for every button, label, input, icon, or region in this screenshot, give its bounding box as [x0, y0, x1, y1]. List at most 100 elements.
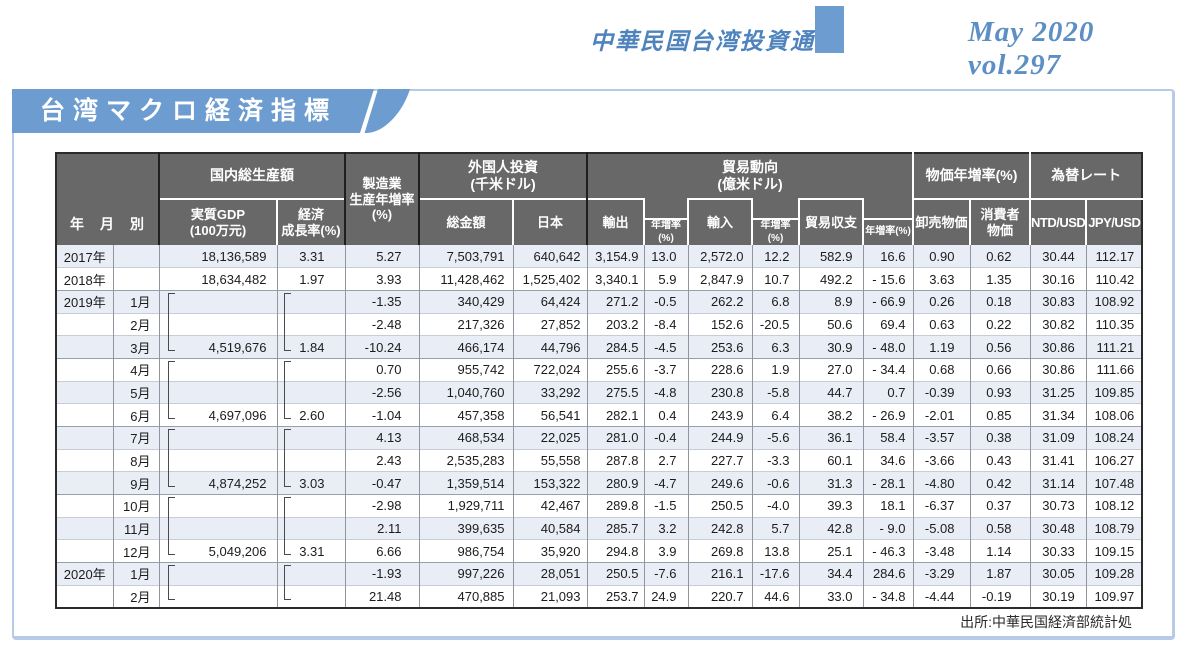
- table-row: 11月 2.11 399,635 40,584 285.7 3.2 242.8 5.7 42.8…: [56, 516, 1143, 540]
- cell-mfg: 2.11: [344, 516, 419, 540]
- cell-gdp: 4,697,096: [158, 361, 277, 427]
- cell-export: 281.0: [586, 426, 644, 450]
- cell-ntd: 30.86: [1029, 357, 1087, 382]
- cell-gdp: [158, 426, 277, 450]
- table-row: 12月 5,049,206 3.31 6.66 986,754 35,920 294.8 3.…: [56, 497, 1143, 563]
- header-export: 輸出: [586, 198, 644, 245]
- cell-wholesale: -3.29: [912, 562, 970, 586]
- cell-import_yoy: -0.6: [751, 471, 799, 495]
- cell-japan: 44,796: [512, 335, 587, 359]
- table-row: 2月 -2.48 217,326 27,852 203.2 -8.4 152.6 -20.5 5…: [56, 312, 1143, 336]
- cell-total: 340,429: [418, 289, 513, 314]
- cell-export: 282.1: [586, 403, 644, 427]
- section-banner-body: 台湾マクロ経済指標: [12, 89, 374, 133]
- cell-jpy: 109.28: [1085, 562, 1143, 586]
- header-ntd-usd: NTD/USD: [1028, 198, 1087, 245]
- cell-mfg: 5.27: [344, 245, 419, 268]
- cell-export: 285.7: [586, 516, 644, 540]
- cell-consumer: 0.62: [969, 245, 1030, 268]
- cell-wholesale: 0.90: [912, 245, 970, 268]
- cell-import_yoy: 10.7: [751, 267, 799, 291]
- cell-balance: 25.1: [798, 539, 863, 563]
- cell-gdp: [158, 562, 277, 586]
- cell-export_yoy: 3.2: [643, 516, 688, 540]
- cell-month: [112, 245, 159, 268]
- cell-balance: 36.1: [798, 426, 863, 450]
- cell-gdp: [158, 357, 277, 382]
- cell-total: 2,535,283: [418, 448, 513, 472]
- cell-jpy: 107.48: [1085, 471, 1143, 495]
- cell-total: 1,359,514: [418, 471, 513, 495]
- cell-japan: 64,424: [512, 289, 587, 314]
- cell-japan: 27,852: [512, 312, 587, 336]
- cell-gdp: [158, 289, 277, 314]
- cell-jpy: 110.35: [1085, 312, 1143, 336]
- cell-ntd: 30.48: [1029, 516, 1087, 540]
- cell-export: 280.9: [586, 471, 644, 495]
- cell-export: 3,340.1: [586, 267, 644, 291]
- cell-month: 10月: [112, 494, 159, 518]
- cell-ntd: 30.19: [1029, 584, 1087, 608]
- cell-consumer: 0.18: [969, 289, 1030, 314]
- cell-mfg: -0.47: [344, 471, 419, 495]
- cell-year: [56, 516, 113, 540]
- cell-ntd: 30.82: [1029, 312, 1087, 336]
- table-row: 8月 2.43 2,535,283 55,558 287.8 2.7 227.7 -3.3 60…: [56, 448, 1143, 472]
- quarter-bracket: [167, 292, 175, 351]
- cell-export: 284.5: [586, 335, 644, 359]
- cell-month: 4月: [112, 357, 159, 382]
- cell-balance_yoy: - 46.3: [862, 539, 913, 563]
- cell-export: 294.8: [586, 539, 644, 563]
- cell-japan: 722,024: [512, 357, 587, 382]
- cell-wholesale: -0.39: [912, 380, 970, 404]
- cell-export_yoy: -0.4: [643, 426, 688, 450]
- cell-wholesale: 0.68: [912, 357, 970, 382]
- cell-growth: 3.31: [276, 245, 345, 268]
- cell-balance_yoy: 284.6: [862, 562, 913, 586]
- cell-wholesale: 1.19: [912, 335, 970, 359]
- cell-export: 250.5: [586, 562, 644, 586]
- cell-year: [56, 357, 113, 382]
- cell-balance: 27.0: [798, 357, 863, 382]
- cell-wholesale: -3.48: [912, 539, 970, 563]
- cell-balance_yoy: - 26.9: [862, 403, 913, 427]
- cell-japan: 22,025: [512, 426, 587, 450]
- cell-import: 220.7: [687, 584, 752, 608]
- cell-import_yoy: 44.6: [751, 584, 799, 608]
- table-row: 7月 4.13 468,534 22,025 281.0 -0.4 244.9 -5.6 36.…: [56, 426, 1143, 450]
- cell-year: [56, 494, 113, 518]
- cell-growth: [276, 426, 345, 450]
- table-row: 9月 4,874,252 3.03 -0.47 1,359,514 153,322 280.…: [56, 429, 1143, 495]
- cell-export_yoy: -4.5: [643, 335, 688, 359]
- cell-import_yoy: 13.8: [751, 539, 799, 563]
- cell-year: 2018年: [56, 267, 113, 291]
- cell-export_yoy: -4.8: [643, 380, 688, 404]
- header-jpy-usd: JPY/USD: [1085, 198, 1143, 245]
- cell-gdp: 4,519,676: [158, 292, 277, 359]
- cell-month: 6月: [112, 403, 159, 427]
- cell-balance_yoy: 58.4: [862, 426, 913, 450]
- cell-import_yoy: -20.5: [751, 312, 799, 336]
- cell-import: 243.9: [687, 403, 752, 427]
- header-export-yoy: 年増率(%): [643, 218, 688, 245]
- cell-japan: 56,541: [512, 403, 587, 427]
- cell-gdp: 5,049,206: [158, 497, 277, 563]
- cell-import: 253.6: [687, 335, 752, 359]
- cell-japan: 42,467: [512, 494, 587, 518]
- cell-growth: 3.03: [276, 429, 345, 495]
- cell-export: 203.2: [586, 312, 644, 336]
- cell-total: 7,503,791: [418, 245, 513, 268]
- cell-gdp: [158, 448, 277, 472]
- cell-consumer: 0.42: [969, 471, 1030, 495]
- cell-total: 997,226: [418, 562, 513, 586]
- cell-export_yoy: -4.7: [643, 471, 688, 495]
- cell-import: 249.6: [687, 471, 752, 495]
- cell-consumer: 0.85: [969, 403, 1030, 427]
- cell-consumer: 1.35: [969, 267, 1030, 291]
- cell-export: 289.8: [586, 494, 644, 518]
- cell-japan: 33,292: [512, 380, 587, 404]
- cell-balance: 492.2: [798, 267, 863, 291]
- cell-gdp: [158, 312, 277, 336]
- cell-growth: [276, 312, 345, 336]
- cell-mfg: -1.04: [344, 403, 419, 427]
